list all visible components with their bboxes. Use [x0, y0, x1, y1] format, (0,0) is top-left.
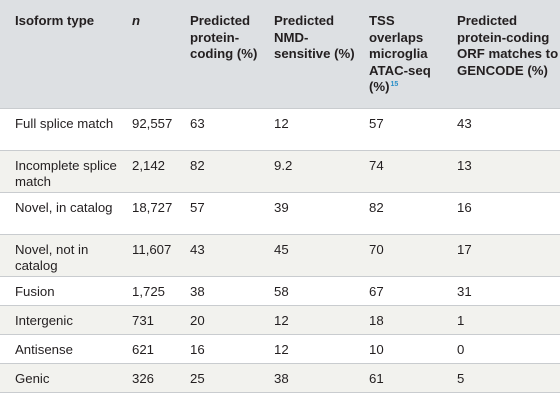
cell-n: 2,142 — [118, 149, 176, 192]
cell-protein-coding: 16 — [176, 333, 260, 363]
cell-nmd-sensitive: 45 — [260, 233, 355, 276]
header-reference-superscript: 15 — [390, 81, 399, 88]
cell-n: 11,607 — [118, 233, 176, 276]
cell-orf-gencode: 5 — [443, 362, 560, 393]
cell-protein-coding: 38 — [176, 275, 260, 305]
table-header-row: Isoform type n Predicted protein-coding … — [0, 0, 560, 108]
cell-isoform-type: Novel, not in catalog — [0, 233, 118, 276]
cell-n: 621 — [118, 333, 176, 363]
cell-nmd-sensitive: 38 — [260, 362, 355, 393]
cell-orf-gencode: 1 — [443, 304, 560, 334]
table-row: Full splice match 92,557 63 12 57 43 — [0, 107, 560, 150]
table-row: Incomplete splice match 2,142 82 9.2 74 … — [0, 149, 560, 192]
cell-tss-atac: 74 — [355, 149, 443, 192]
cell-isoform-type: Novel, in catalog — [0, 191, 118, 234]
cell-tss-atac: 57 — [355, 107, 443, 150]
header-isoform-type: Isoform type — [15, 13, 95, 28]
cell-nmd-sensitive: 12 — [260, 304, 355, 334]
cell-orf-gencode: 17 — [443, 233, 560, 276]
cell-n: 731 — [118, 304, 176, 334]
cell-orf-gencode: 0 — [443, 333, 560, 363]
table-row: Antisense 621 16 12 10 0 — [0, 333, 560, 363]
cell-protein-coding: 25 — [176, 362, 260, 393]
cell-tss-atac: 82 — [355, 191, 443, 234]
cell-tss-atac: 61 — [355, 362, 443, 393]
cell-isoform-type: Incomplete splice match — [0, 149, 118, 192]
cell-isoform-type: Full splice match — [0, 107, 118, 150]
cell-tss-atac: 10 — [355, 333, 443, 363]
cell-n: 92,557 — [118, 107, 176, 150]
cell-orf-gencode: 13 — [443, 149, 560, 192]
cell-n: 1,725 — [118, 275, 176, 305]
cell-protein-coding: 20 — [176, 304, 260, 334]
cell-orf-gencode: 31 — [443, 275, 560, 305]
cell-n: 326 — [118, 362, 176, 393]
table-row: Genic 326 25 38 61 5 — [0, 362, 560, 393]
cell-nmd-sensitive: 58 — [260, 275, 355, 305]
cell-nmd-sensitive: 9.2 — [260, 149, 355, 192]
cell-protein-coding: 43 — [176, 233, 260, 276]
cell-orf-gencode: 16 — [443, 191, 560, 234]
cell-isoform-type: Intergenic — [0, 304, 118, 334]
cell-nmd-sensitive: 12 — [260, 107, 355, 150]
cell-protein-coding: 57 — [176, 191, 260, 234]
cell-n: 18,727 — [118, 191, 176, 234]
table-row: Novel, in catalog 18,727 57 39 82 16 — [0, 191, 560, 234]
cell-protein-coding: 63 — [176, 107, 260, 150]
header-protein-coding: Predicted protein-coding (%) — [190, 13, 258, 61]
header-nmd-sensitive: Predicted NMD-sensitive (%) — [274, 13, 355, 61]
table-row: Novel, not in catalog 11,607 43 45 70 17 — [0, 233, 560, 276]
header-orf-gencode: Predicted protein-coding ORF matches to … — [457, 13, 559, 78]
cell-isoform-type: Antisense — [0, 333, 118, 363]
cell-isoform-type: Fusion — [0, 275, 118, 305]
cell-isoform-type: Genic — [0, 362, 118, 393]
header-tss-atac: TSS overlaps microglia ATAC-seq (%)15 — [355, 0, 443, 108]
cell-tss-atac: 70 — [355, 233, 443, 276]
cell-orf-gencode: 43 — [443, 107, 560, 150]
cell-tss-atac: 18 — [355, 304, 443, 334]
table-row: Fusion 1,725 38 58 67 31 — [0, 275, 560, 305]
header-n: n — [132, 13, 141, 28]
cell-tss-atac: 67 — [355, 275, 443, 305]
isoform-table: Isoform type n Predicted protein-coding … — [0, 0, 560, 393]
table-row: Intergenic 731 20 12 18 1 — [0, 304, 560, 334]
header-tss-atac-text: TSS overlaps microglia ATAC-seq (%) — [369, 13, 431, 94]
cell-nmd-sensitive: 39 — [260, 191, 355, 234]
cell-protein-coding: 82 — [176, 149, 260, 192]
cell-nmd-sensitive: 12 — [260, 333, 355, 363]
